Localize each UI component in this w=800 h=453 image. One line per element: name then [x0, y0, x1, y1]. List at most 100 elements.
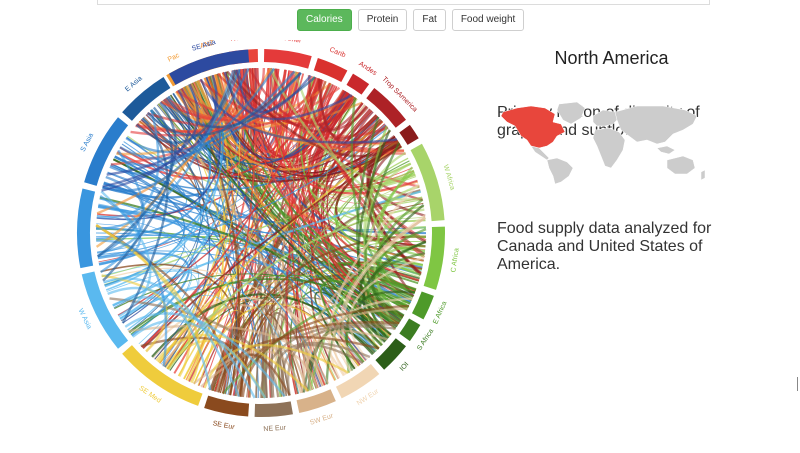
region-arc[interactable]: [254, 401, 293, 417]
region-arc[interactable]: [399, 124, 419, 145]
chord-ribbon: [199, 78, 398, 144]
region-label: S Asia: [80, 132, 95, 153]
chord-ribbon: [228, 353, 291, 397]
tab-calories[interactable]: Calories: [297, 9, 352, 31]
chord-ribbon: [341, 216, 426, 369]
chord-ribbon: [241, 304, 410, 398]
region-label: Pac: [167, 52, 181, 64]
map-greenland: [556, 102, 586, 125]
region-label: C Africa: [450, 248, 460, 273]
region-label: C Amer: [278, 40, 303, 45]
chord-ribbon: [99, 198, 328, 385]
chord-ribbon: [121, 117, 169, 324]
chord-ribbon: [96, 101, 177, 258]
tab-food-weight[interactable]: Food weight: [451, 9, 525, 31]
region-arc[interactable]: [346, 73, 370, 95]
chord-ribbon: [102, 74, 218, 188]
tab-fat[interactable]: Fat: [413, 9, 446, 31]
chord-ribbon: [367, 144, 415, 298]
chord-ribbon: [107, 286, 212, 391]
tab-protein[interactable]: Protein: [357, 9, 408, 31]
chord-ribbon: [112, 190, 421, 307]
chord-ribbon: [215, 336, 380, 393]
map-central-america: [530, 145, 550, 161]
scroll-edge-marker: [797, 377, 798, 391]
chord-ribbon: [358, 204, 425, 347]
region-arc[interactable]: [375, 338, 406, 370]
chord-ribbon: [377, 166, 421, 276]
chord-ribbon: [235, 69, 312, 114]
chord-ribbon: [246, 68, 356, 160]
chord-ribbon: [314, 329, 388, 387]
region-label: E Asia: [124, 75, 144, 93]
chord-ribbon: [157, 139, 399, 363]
region-label: ANZ: [199, 40, 215, 50]
region-arc[interactable]: [423, 226, 445, 290]
chord-ribbon: [200, 350, 303, 394]
chord-ribbon: [103, 277, 241, 397]
region-arcs: [77, 49, 445, 417]
chord-ribbon: [98, 203, 141, 274]
food-supply-note: Food supply data analyzed for Canada and…: [497, 220, 712, 273]
chord-ribbon: [223, 71, 353, 121]
chord-ribbon: [106, 83, 199, 176]
info-panel: North America: [497, 48, 722, 87]
chord-ribbon: [98, 195, 141, 266]
region-label: Andes: [357, 61, 378, 78]
region-label: SE Eur: [212, 420, 236, 431]
ribbon-layer: [95, 67, 427, 399]
map-europe: [592, 109, 620, 127]
region-arc[interactable]: [122, 345, 203, 406]
region-label: S Africa: [416, 328, 435, 352]
chord-ribbon: [119, 72, 303, 160]
region-label: Carib: [328, 46, 346, 59]
map-new-zealand: [700, 169, 706, 181]
map-north-america: [500, 105, 566, 149]
world-map: [500, 102, 706, 184]
chord-ribbon: [328, 183, 420, 379]
region-arc[interactable]: [122, 76, 171, 121]
region-arc[interactable]: [169, 49, 250, 85]
chord-ribbon: [302, 216, 426, 392]
region-arc[interactable]: [263, 49, 312, 69]
chord-ribbon: [269, 68, 404, 152]
region-label: W Africa: [442, 164, 456, 191]
chord-diagram[interactable]: PacANZN AmerC AmerCaribAndesTrop SAmeric…: [70, 40, 490, 453]
region-label: SE Asia: [191, 40, 217, 53]
map-africa: [592, 127, 626, 169]
chord-ribbon: [203, 343, 350, 389]
chord-ribbon: [146, 71, 302, 137]
region-label: SW Eur: [309, 412, 335, 426]
chord-ribbon: [281, 343, 364, 397]
region-arc[interactable]: [204, 395, 250, 417]
region-label: IOI: [399, 361, 411, 373]
region-label: NW Eur: [356, 388, 381, 408]
region-arc[interactable]: [313, 58, 348, 83]
region-label: N Amer: [230, 40, 255, 43]
region-arc[interactable]: [81, 271, 129, 349]
chord-ribbon: [102, 106, 174, 282]
region-label: E Africa: [432, 300, 448, 325]
region-arc[interactable]: [296, 389, 336, 413]
chord-ribbon: [125, 70, 296, 154]
region-arc[interactable]: [77, 188, 96, 269]
chord-ribbon: [112, 296, 256, 399]
chord-ribbon: [348, 255, 425, 361]
chord-ribbon: [358, 290, 416, 343]
chord-ribbon: [307, 75, 364, 131]
region-title: North America: [554, 48, 669, 68]
region-label: SE Med: [138, 385, 163, 405]
region-arc[interactable]: [399, 318, 421, 342]
chord-ribbon: [259, 322, 398, 399]
map-australia: [666, 155, 696, 175]
region-arc[interactable]: [411, 291, 434, 320]
region-arc[interactable]: [366, 88, 406, 128]
chord-ribbon: [146, 77, 318, 130]
chord-ribbon: [273, 68, 355, 126]
chord-ribbon: [155, 333, 310, 392]
region-arc[interactable]: [335, 363, 380, 399]
map-asia: [614, 105, 698, 145]
map-se-asia: [656, 145, 676, 155]
region-arc[interactable]: [410, 143, 445, 222]
region-arc[interactable]: [84, 117, 129, 186]
